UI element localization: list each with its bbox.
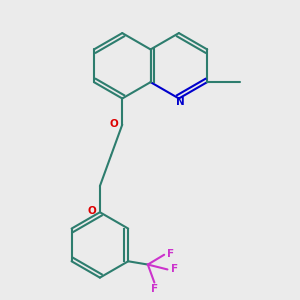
Text: F: F	[151, 284, 158, 295]
Text: O: O	[88, 206, 96, 216]
Text: F: F	[171, 265, 178, 275]
Text: O: O	[110, 118, 119, 129]
Text: N: N	[176, 98, 184, 107]
Text: F: F	[167, 249, 174, 259]
